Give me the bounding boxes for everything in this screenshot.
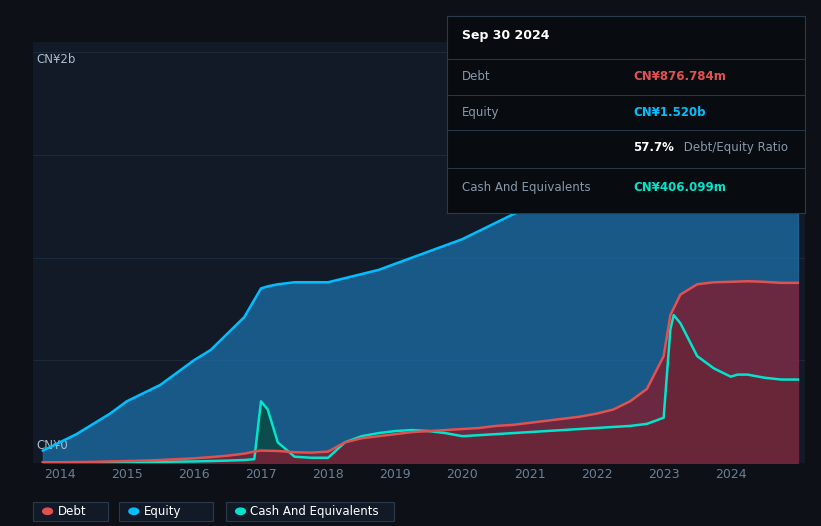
Text: Equity: Equity [144,505,181,518]
Text: CN¥876.784m: CN¥876.784m [633,70,726,84]
Text: Cash And Equivalents: Cash And Equivalents [461,181,590,194]
Text: CN¥0: CN¥0 [37,439,68,452]
Text: Debt: Debt [461,70,490,84]
Text: CN¥1.520b: CN¥1.520b [633,106,706,119]
Text: CN¥406.099m: CN¥406.099m [633,181,726,194]
Text: CN¥2b: CN¥2b [37,53,76,66]
Text: Sep 30 2024: Sep 30 2024 [461,29,549,42]
Text: Debt: Debt [57,505,86,518]
Text: Equity: Equity [461,106,499,119]
Text: 57.7%: 57.7% [633,141,674,155]
Text: Cash And Equivalents: Cash And Equivalents [250,505,379,518]
Text: Debt/Equity Ratio: Debt/Equity Ratio [680,141,787,155]
